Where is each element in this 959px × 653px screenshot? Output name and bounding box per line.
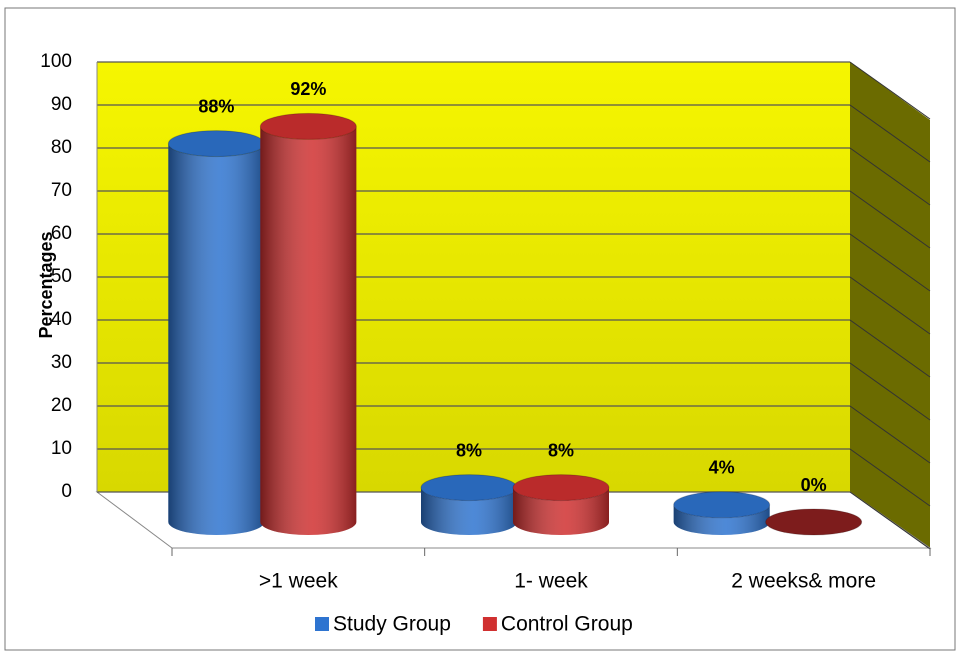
side-grid-line bbox=[849, 233, 931, 292]
legend-label: Control Group bbox=[501, 613, 633, 636]
side-grid-line bbox=[849, 190, 931, 249]
value-label: 0% bbox=[801, 475, 827, 495]
bar-shade bbox=[421, 487, 517, 535]
side-grid-line bbox=[849, 61, 931, 120]
bar-top bbox=[765, 508, 863, 536]
side-grid-line bbox=[849, 319, 931, 378]
bar-top-shade bbox=[765, 509, 862, 535]
y-tick-label: 10 bbox=[51, 438, 72, 459]
side-grid-line bbox=[849, 405, 931, 464]
bar-top-shade bbox=[168, 130, 265, 157]
value-label: 88% bbox=[198, 96, 234, 116]
y-tick-label: 90 bbox=[51, 94, 72, 115]
value-label: 4% bbox=[709, 458, 735, 478]
bar-shade bbox=[513, 487, 609, 535]
legend-label: Study Group bbox=[333, 613, 451, 636]
bar-top bbox=[673, 491, 771, 519]
side-grid-line bbox=[849, 147, 931, 206]
bar-shade bbox=[260, 126, 357, 536]
legend-swatch bbox=[482, 617, 497, 631]
bar-top-shade bbox=[260, 113, 357, 140]
y-tick-label: 30 bbox=[51, 352, 72, 373]
bar-top-shade bbox=[513, 474, 609, 501]
x-tick-label: 1- week bbox=[514, 570, 588, 593]
side-grid-line bbox=[849, 491, 931, 550]
bar-top-shade bbox=[421, 474, 517, 501]
bar-top bbox=[259, 112, 357, 140]
side-grid-line bbox=[849, 448, 931, 507]
side-grid-line bbox=[849, 276, 931, 335]
value-label: 92% bbox=[290, 79, 326, 99]
bar-top bbox=[512, 474, 610, 502]
y-tick-label: 20 bbox=[51, 395, 72, 416]
bar-top-shade bbox=[673, 491, 770, 518]
x-tick-label: >1 week bbox=[259, 570, 338, 593]
value-label: 8% bbox=[548, 440, 574, 460]
y-tick-label: 0 bbox=[61, 481, 72, 502]
y-tick-label: 50 bbox=[51, 266, 72, 287]
bar-shade bbox=[673, 504, 770, 535]
y-tick-label: 40 bbox=[51, 309, 72, 330]
y-axis-label: Percentages bbox=[36, 231, 56, 338]
x-tick-label: 2 weeks& more bbox=[731, 570, 876, 593]
bar-shade bbox=[168, 143, 265, 535]
value-label: 8% bbox=[456, 440, 482, 460]
y-tick-label: 70 bbox=[51, 180, 72, 201]
y-tick-label: 80 bbox=[51, 137, 72, 158]
legend-swatch bbox=[315, 617, 329, 631]
y-tick-label: 60 bbox=[51, 223, 72, 244]
side-grid-line bbox=[849, 362, 931, 421]
y-tick-label: 100 bbox=[40, 51, 72, 72]
side-grid-line bbox=[849, 104, 931, 163]
